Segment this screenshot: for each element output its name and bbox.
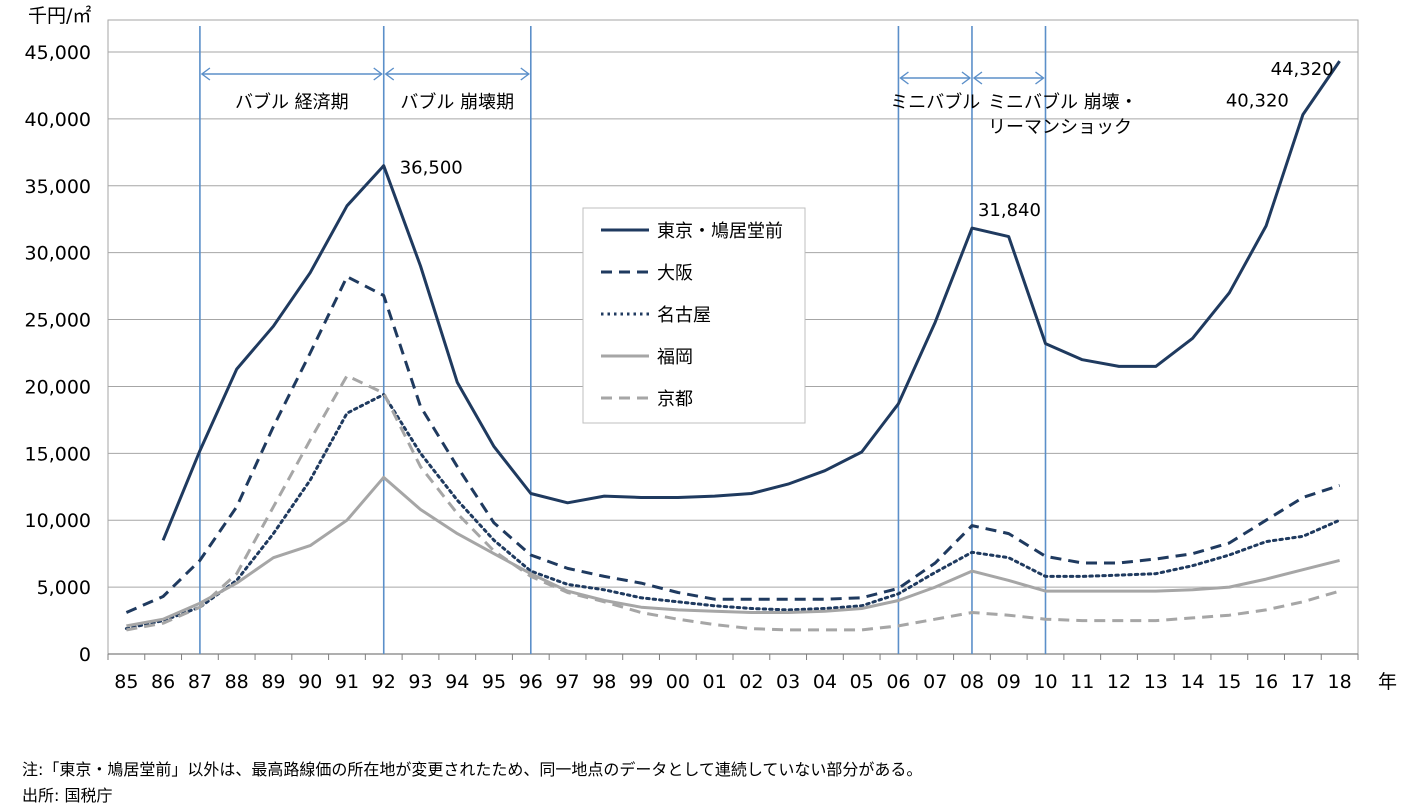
legend-entry: 大阪 <box>657 263 693 284</box>
period-arrow-head <box>961 71 972 85</box>
y-tick-label: 15,000 <box>25 443 91 465</box>
data-label: 44,320 <box>1271 59 1334 80</box>
chart: 0 5,000 10,000 15,000 20,000 25,000 30,000 35,0… <box>25 4 1398 693</box>
x-unit-label: 年 <box>1378 671 1397 693</box>
x-tick-label: 93 <box>408 671 432 693</box>
x-tick-label: 05 <box>850 671 874 693</box>
footnote: 注:「東京・鳩居堂前」以外は、最高路線価の所在地が変更されたため、同一地点のデー… <box>22 760 923 779</box>
x-tick-label: 89 <box>261 671 285 693</box>
x-tick-label: 85 <box>114 671 138 693</box>
x-tick-label: 88 <box>225 671 249 693</box>
x-tick-label: 96 <box>519 671 543 693</box>
series-line <box>125 275 1341 614</box>
x-tick-label: 09 <box>997 671 1021 693</box>
x-tick-label: 06 <box>886 671 910 693</box>
period-arrow-head <box>899 71 909 85</box>
x-tick-label: 10 <box>1033 671 1057 693</box>
x-tick-label: 11 <box>1070 671 1094 693</box>
x-tick-label: 18 <box>1328 671 1352 693</box>
data-label: 40,320 <box>1226 91 1289 112</box>
x-tick-label: 87 <box>188 671 212 693</box>
x-tick-label: 92 <box>372 671 396 693</box>
x-tick-label: 07 <box>923 671 947 693</box>
legend-box <box>582 207 806 424</box>
period-arrow-head <box>200 67 211 81</box>
period-label: バブル 経済期 <box>235 91 349 113</box>
period-label: リーマンショック <box>988 117 1132 138</box>
y-tick-label: 35,000 <box>25 176 91 198</box>
x-tick-label: 86 <box>151 671 175 693</box>
x-tick-label: 14 <box>1180 671 1204 693</box>
period-arrow-head <box>1035 71 1045 85</box>
x-tick-label: 17 <box>1291 671 1315 693</box>
x-tick-label: 13 <box>1144 671 1168 693</box>
legend-entry: 名古屋 <box>657 305 711 326</box>
y-tick-label: 20,000 <box>25 376 91 398</box>
period-arrow-head <box>384 67 395 81</box>
x-tick-label: 94 <box>445 671 469 693</box>
x-tick-label: 12 <box>1107 671 1131 693</box>
x-tick-label: 15 <box>1217 671 1241 693</box>
source-note: 出所: 国税庁 <box>22 786 113 805</box>
period-arrow-head <box>972 71 983 85</box>
x-tick-label: 02 <box>739 671 763 693</box>
period-label: ミニバブル <box>890 91 980 113</box>
series-lines <box>124 60 1342 632</box>
y-tick-label: 40,000 <box>25 109 91 131</box>
legend-entry: 京都 <box>657 389 693 410</box>
data-label: 31,840 <box>978 200 1041 221</box>
period-arrow-head <box>520 67 530 81</box>
x-tick-label: 03 <box>776 671 800 693</box>
x-tick-label: 97 <box>555 671 579 693</box>
y-unit-label: 千円/㎡ <box>28 4 91 27</box>
x-tick-label: 91 <box>335 671 359 693</box>
period-markers <box>199 26 1047 654</box>
y-tick-label: 45,000 <box>25 42 91 64</box>
y-tick-label: 30,000 <box>25 243 91 265</box>
x-tick-label: 04 <box>813 671 837 693</box>
series-line <box>126 475 1340 628</box>
x-axis-ticks: 85 86 87 88 89 90 91 92 93 94 95 96 97 98 99 00 01 02 03 04… <box>114 671 1351 693</box>
period-label: バブル 崩壊期 <box>400 91 514 113</box>
data-label: 36,500 <box>400 158 463 179</box>
x-tick-label: 98 <box>592 671 616 693</box>
series-line <box>126 374 1341 632</box>
period-label: ミニバブル 崩壊・ <box>988 91 1138 113</box>
x-tick-label: 99 <box>629 671 653 693</box>
x-tick-label: 00 <box>666 671 690 693</box>
y-tick-label: 10,000 <box>25 510 91 532</box>
y-axis-ticks: 0 5,000 10,000 15,000 20,000 25,000 30,000 35,0… <box>25 42 91 666</box>
period-annotations: バブル 経済期 バブル 崩壊期 ミニバブル ミニバブル 崩壊・リーマンショック <box>200 67 1138 138</box>
x-tick-label: 90 <box>298 671 322 693</box>
legend-entry: 東京・鳩居堂前 <box>657 221 783 242</box>
data-labels: 36,500 31,840 40,320 44,320 <box>400 59 1334 221</box>
series-line <box>124 393 1342 631</box>
x-tick-label: 01 <box>703 671 727 693</box>
y-tick-label: 25,000 <box>25 310 91 332</box>
y-tick-label: 5,000 <box>37 577 91 599</box>
axes <box>107 19 1359 660</box>
x-tick-label: 16 <box>1254 671 1278 693</box>
y-tick-label: 0 <box>79 644 91 666</box>
x-tick-label: 95 <box>482 671 506 693</box>
period-arrow-head <box>373 67 383 81</box>
legend-entry: 福岡 <box>657 347 693 368</box>
x-tick-label: 08 <box>960 671 984 693</box>
series-line <box>161 60 1341 541</box>
